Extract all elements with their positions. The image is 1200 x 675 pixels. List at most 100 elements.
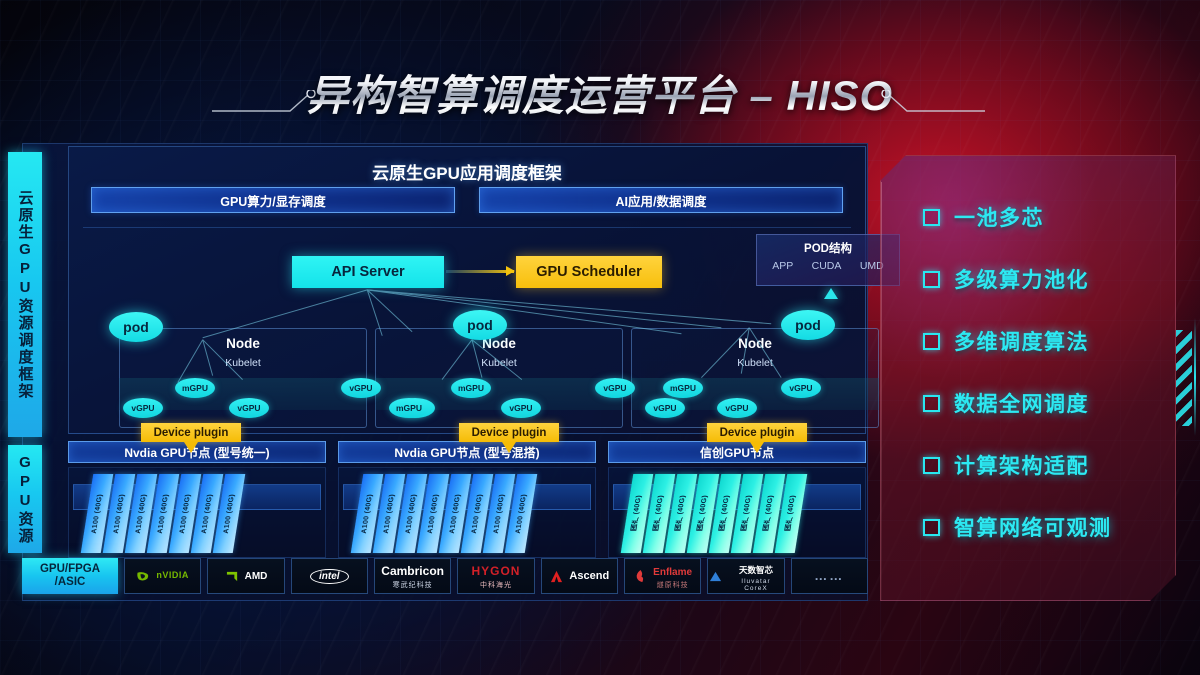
gpu-node-group-domestic: 信创GPU节点 国产 (40G) 国产 (40G) 国产 (40G) 国产 (4… (608, 441, 866, 558)
vendor-iluvatar-sub: Iluvatar CoreX (741, 578, 771, 592)
gpu-ellipse-3-vgpu-a-label: vGPU (789, 383, 813, 393)
vendor-cambricon-label: Cambricon (381, 564, 444, 578)
gpu-ellipse-1-mgpu[interactable]: mGPU (175, 378, 215, 398)
pod-ellipse-1[interactable]: pod (109, 312, 163, 342)
gpu-ellipse-3-mgpu-label: mGPU (670, 383, 696, 393)
feature-item-5-label: 计算架构适配 (954, 455, 1089, 478)
vendor-hygon[interactable]: HYGON 中科海光 (457, 558, 535, 594)
enflame-logo-icon (636, 569, 644, 582)
node-label-1: Node (226, 336, 260, 351)
vendor-ascend[interactable]: Ascend (540, 558, 618, 594)
gpu-node-group-nvidia-uniform: Nvdia GPU节点 (型号统一) A100 (40G) A100 (40G)… (68, 441, 326, 558)
api-server-box[interactable]: API Server (292, 256, 444, 288)
gpu-card-list-3: 国产 (40G) 国产 (40G) 国产 (40G) 国产 (40G) 国产 (… (620, 474, 859, 553)
feature-item-6[interactable]: 智算网络可观测 (881, 496, 1175, 558)
iluvatar-logo-icon (710, 571, 722, 581)
vendor-more-label: …… (814, 567, 845, 583)
vendor-cambricon[interactable]: Cambricon 寒武纪科技 (373, 558, 452, 594)
sidebar-tab-framework[interactable]: 云原生GPU资源调度框架 (8, 152, 42, 437)
gpu-card-list-2: A100 (40G) A100 (40G) A100 (40G) A100 (4… (350, 474, 589, 553)
pod-ellipse-3[interactable]: pod (781, 310, 835, 340)
vendor-enflame[interactable]: Enflame 燧原科技 (623, 558, 702, 594)
vendor-hygon-sub: 中科海光 (479, 582, 512, 589)
ascend-logo-icon (551, 570, 563, 582)
pod-structure-cells: APP CUDA UMD (763, 260, 893, 272)
checkbox-icon (923, 519, 940, 536)
vendor-iluvatar-label: 天数智芯 (738, 565, 773, 575)
gpu-ellipse-free-1[interactable]: vGPU (341, 378, 381, 398)
pod-structure-arrow-icon (824, 288, 838, 299)
node-group-1: pod Node Kubelet mGPU vGPU vGPU Device p… (109, 312, 367, 453)
device-plugin-3[interactable]: Device plugin (707, 423, 807, 453)
pod-ellipse-3-label: pod (795, 317, 821, 333)
gpu-ellipse-free-4[interactable]: vGPU (645, 398, 685, 418)
gpu-ellipse-2-mgpu[interactable]: mGPU (451, 378, 491, 398)
node-label-2: Node (482, 336, 516, 351)
vendor-enflame-label: Enflame (653, 567, 693, 578)
panel-corner-line-icon (1194, 318, 1196, 436)
pod-structure-title: POD结构 (804, 243, 852, 255)
bar-ai-application[interactable]: AI应用/数据调度 (479, 187, 843, 213)
feature-panel-edge (881, 182, 882, 602)
pod-cell-app: APP (772, 260, 794, 272)
feature-item-1-label: 一池多芯 (954, 207, 1044, 230)
vendor-intel[interactable]: intel (290, 558, 368, 594)
feature-item-4[interactable]: 数据全网调度 (881, 372, 1175, 434)
gpu-node-body-1: A100 (40G) A100 (40G) A100 (40G) A100 (4… (68, 467, 326, 558)
vendor-nvidia-label: nVIDIA (156, 570, 189, 581)
kubelet-label-1: Kubelet (225, 357, 261, 369)
sidebar-tab-framework-label: 云原生GPU资源调度框架 (16, 189, 34, 400)
gpu-scheduler-box[interactable]: GPU Scheduler (516, 256, 662, 288)
framework-title: 云原生GPU应用调度框架 (372, 164, 562, 183)
feature-item-3[interactable]: 多维调度算法 (881, 310, 1175, 372)
gpu-ellipse-free-3[interactable]: vGPU (595, 378, 635, 398)
gpu-node-header-2[interactable]: Nvdia GPU节点 (型号混搭) (338, 441, 596, 463)
vendor-category-line2: /ASIC (54, 576, 86, 588)
api-to-scheduler-arrow-icon (446, 266, 515, 276)
feature-panel: 一池多芯 多级算力池化 多维调度算法 数据全网调度 计算架构适配 智算网络可观测 (880, 155, 1176, 601)
gpu-ellipse-3-mgpu[interactable]: mGPU (663, 378, 703, 398)
vendor-ascend-label: Ascend (569, 569, 610, 582)
device-plugin-3-label: Device plugin (719, 426, 795, 439)
device-plugin-1[interactable]: Device plugin (141, 423, 241, 453)
gpu-ellipse-2-vgpu-b[interactable]: vGPU (501, 398, 541, 418)
gpu-ellipse-free-2[interactable]: mGPU (389, 398, 429, 418)
gpu-scheduler-label: GPU Scheduler (536, 264, 642, 280)
vendor-hygon-label: HYGON (471, 564, 521, 578)
vendor-category-label: GPU/FPGA /ASIC (22, 558, 118, 594)
feature-item-2[interactable]: 多级算力池化 (881, 248, 1175, 310)
gpu-ellipse-2-mgpu-label: mGPU (458, 383, 484, 393)
gpu-node-group-nvidia-mixed: Nvdia GPU节点 (型号混搭) A100 (40G) A100 (40G)… (338, 441, 596, 558)
vendor-nvidia[interactable]: nVIDIA (124, 558, 202, 594)
gpu-ellipse-free-1-label: vGPU (349, 383, 373, 393)
gpu-ellipse-3-vgpu-a[interactable]: vGPU (781, 378, 821, 398)
pod-ellipse-2[interactable]: pod (453, 310, 507, 340)
checkbox-icon (923, 209, 940, 226)
feature-item-6-label: 智算网络可观测 (954, 517, 1112, 540)
framework-body: API Server GPU Scheduler POD结构 APP CUDA … (83, 227, 900, 453)
device-plugin-2[interactable]: Device plugin (459, 423, 559, 453)
feature-item-1[interactable]: 一池多芯 (881, 186, 1175, 248)
sidebar-tab-gpu-resource-label: GPU资源 (16, 453, 34, 545)
checkbox-icon (923, 395, 940, 412)
kubelet-label-3: Kubelet (737, 357, 773, 369)
sidebar-tab-gpu-resource[interactable]: GPU资源 (8, 445, 42, 553)
pod-structure-box: POD结构 APP CUDA UMD (756, 234, 900, 286)
vendor-iluvatar[interactable]: 天数智芯 Iluvatar CoreX (707, 558, 785, 594)
nvidia-logo-icon (137, 571, 149, 580)
pod-ellipse-2-label: pod (467, 317, 493, 333)
page-title: 异构智算调度运营平台 – HISO (0, 62, 1200, 123)
bar-gpu-compute[interactable]: GPU算力/显存调度 (91, 187, 455, 213)
gpu-node-body-2: A100 (40G) A100 (40G) A100 (40G) A100 (4… (338, 467, 596, 558)
gpu-ellipse-3-vgpu-b-label: vGPU (725, 403, 749, 413)
vendor-amd[interactable]: AMD (207, 558, 285, 594)
panel-corner-accent-icon (1176, 330, 1192, 426)
gpu-node-header-3[interactable]: 信创GPU节点 (608, 441, 866, 463)
vendor-amd-label: AMD (244, 570, 268, 582)
gpu-ellipse-1-vgpu-a[interactable]: vGPU (123, 398, 163, 418)
feature-item-5[interactable]: 计算架构适配 (881, 434, 1175, 496)
vendor-more[interactable]: …… (790, 558, 868, 594)
gpu-ellipse-1-vgpu-b[interactable]: vGPU (229, 398, 269, 418)
gpu-ellipse-3-vgpu-b[interactable]: vGPU (717, 398, 757, 418)
vendor-enflame-sub: 燧原科技 (656, 582, 689, 589)
